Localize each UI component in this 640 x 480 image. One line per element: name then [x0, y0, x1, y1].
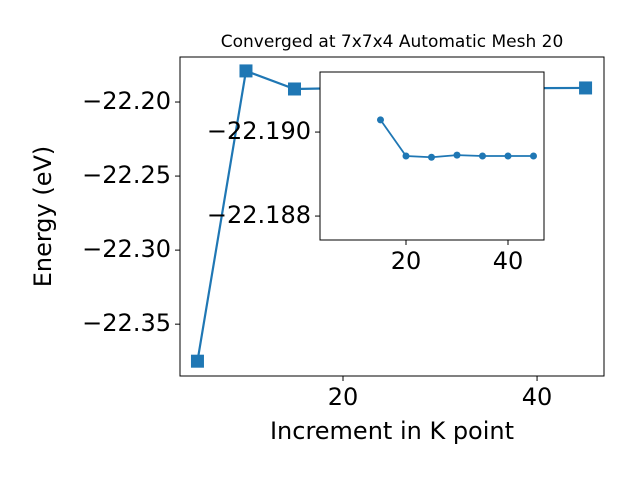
x-tick-label: 20 [391, 247, 422, 275]
y-tick-label: −22.20 [82, 87, 171, 115]
marker [427, 153, 435, 161]
marker [504, 152, 512, 160]
y-tick-label: −22.30 [82, 235, 171, 263]
series-group [376, 116, 537, 161]
marker [239, 64, 253, 78]
marker [453, 151, 461, 159]
y-axis-label: Energy (eV) [29, 146, 57, 288]
y-tick-label: −22.25 [82, 161, 171, 189]
marker [478, 152, 486, 160]
marker [376, 116, 384, 124]
marker [287, 82, 301, 96]
y-tick-label: −22.190 [207, 117, 311, 145]
marker [529, 152, 537, 160]
y-tick-label: −22.35 [82, 309, 171, 337]
x-tick-label: 40 [522, 383, 553, 411]
x-tick-label: 20 [328, 383, 359, 411]
y-tick-label: −22.188 [207, 201, 311, 229]
chart-title: Converged at 7x7x4 Automatic Mesh 20 [221, 32, 564, 52]
x-axis-label: Increment in K point [270, 417, 514, 445]
frame [319, 71, 545, 241]
marker [402, 152, 410, 160]
x-tick-label: 40 [493, 247, 524, 275]
marker [579, 81, 593, 95]
marker [190, 354, 204, 368]
frame [179, 56, 605, 377]
